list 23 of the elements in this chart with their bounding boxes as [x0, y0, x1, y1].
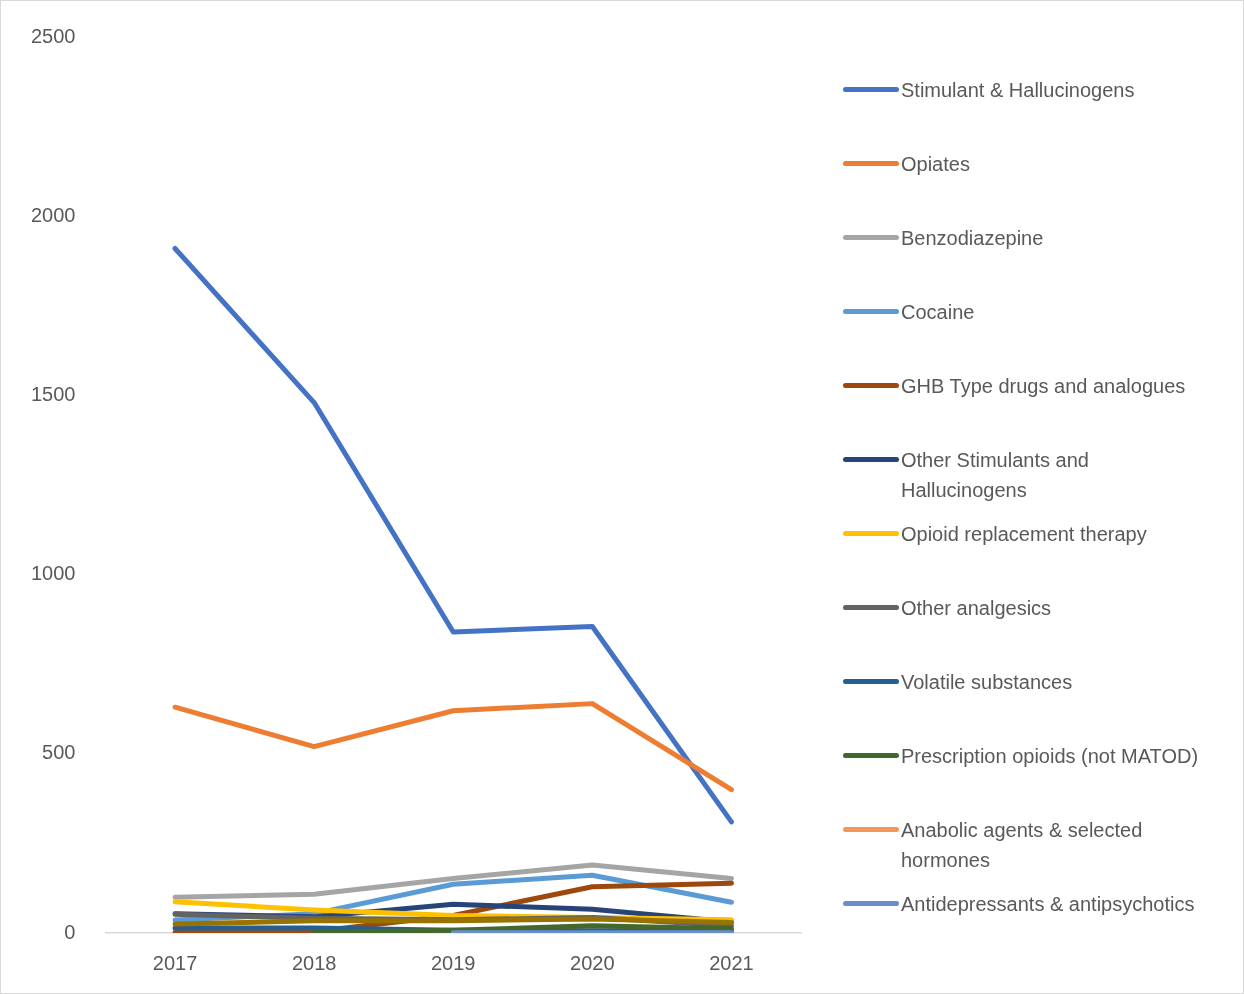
y-tick-label: 2000: [30, 203, 76, 226]
y-tick-label: 1000: [30, 562, 76, 585]
legend-label: Volatile substances: [900, 670, 1074, 695]
x-tick-label: 2017: [152, 951, 198, 974]
legend-label: Other analgesics: [900, 596, 1053, 621]
legend-label: Opioid replacement therapy: [900, 522, 1148, 547]
legend-label: GHB Type drugs and analogues: [900, 374, 1187, 399]
legend-label: Anabolic agents & selected hormones: [900, 818, 1144, 873]
y-tick-label: 0: [64, 920, 76, 943]
legend-label: Prescription opioids (not MATOD): [900, 744, 1200, 769]
y-tick-label: 1500: [30, 382, 76, 405]
y-tick-label: 2500: [30, 24, 76, 47]
legend-label: Cocaine: [900, 300, 976, 325]
x-tick-label: 2018: [291, 951, 337, 974]
legend-label: Antidepressants & antipsychotics: [900, 892, 1196, 917]
x-tick-label: 2021: [709, 951, 754, 974]
legend-label: Opiates: [900, 152, 971, 177]
legend-label: Other Stimulants and Hallucinogens: [900, 448, 1090, 503]
legend-label: Benzodiazepine: [900, 226, 1045, 251]
x-tick-label: 2020: [570, 951, 615, 974]
y-tick-label: 500: [42, 741, 76, 764]
x-tick-label: 2019: [431, 951, 476, 974]
legend-label: Stimulant & Hallucinogens: [900, 78, 1136, 103]
